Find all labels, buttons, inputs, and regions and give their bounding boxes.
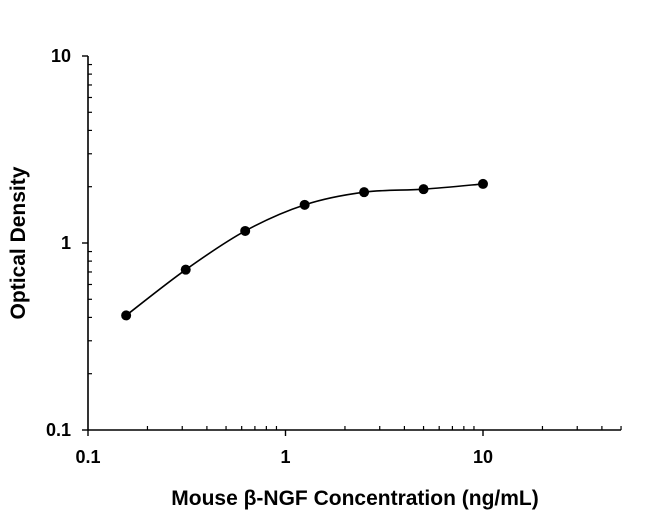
data-point (418, 184, 429, 195)
axes (87, 56, 622, 431)
x-axis-title: Mouse β-NGF Concentration (ng/mL) (171, 487, 538, 510)
x-tick-label: 0.1 (75, 447, 100, 467)
y-axis-title: Optical Density (7, 166, 30, 319)
data-point (299, 199, 310, 210)
ticks (82, 55, 622, 436)
data-point (478, 178, 488, 189)
data-point (180, 264, 191, 275)
data-points (121, 178, 488, 321)
data-point (359, 187, 370, 198)
data-point (240, 225, 251, 236)
tick-labels: 0.1 1 10 0.1 1 10 (46, 46, 493, 467)
x-tick-label: 10 (473, 447, 493, 467)
y-tick-label: 10 (51, 46, 71, 66)
y-tick-label: 1 (61, 233, 71, 253)
x-tick-label: 1 (280, 447, 290, 467)
y-tick-label: 0.1 (46, 420, 71, 440)
data-point (121, 310, 132, 321)
